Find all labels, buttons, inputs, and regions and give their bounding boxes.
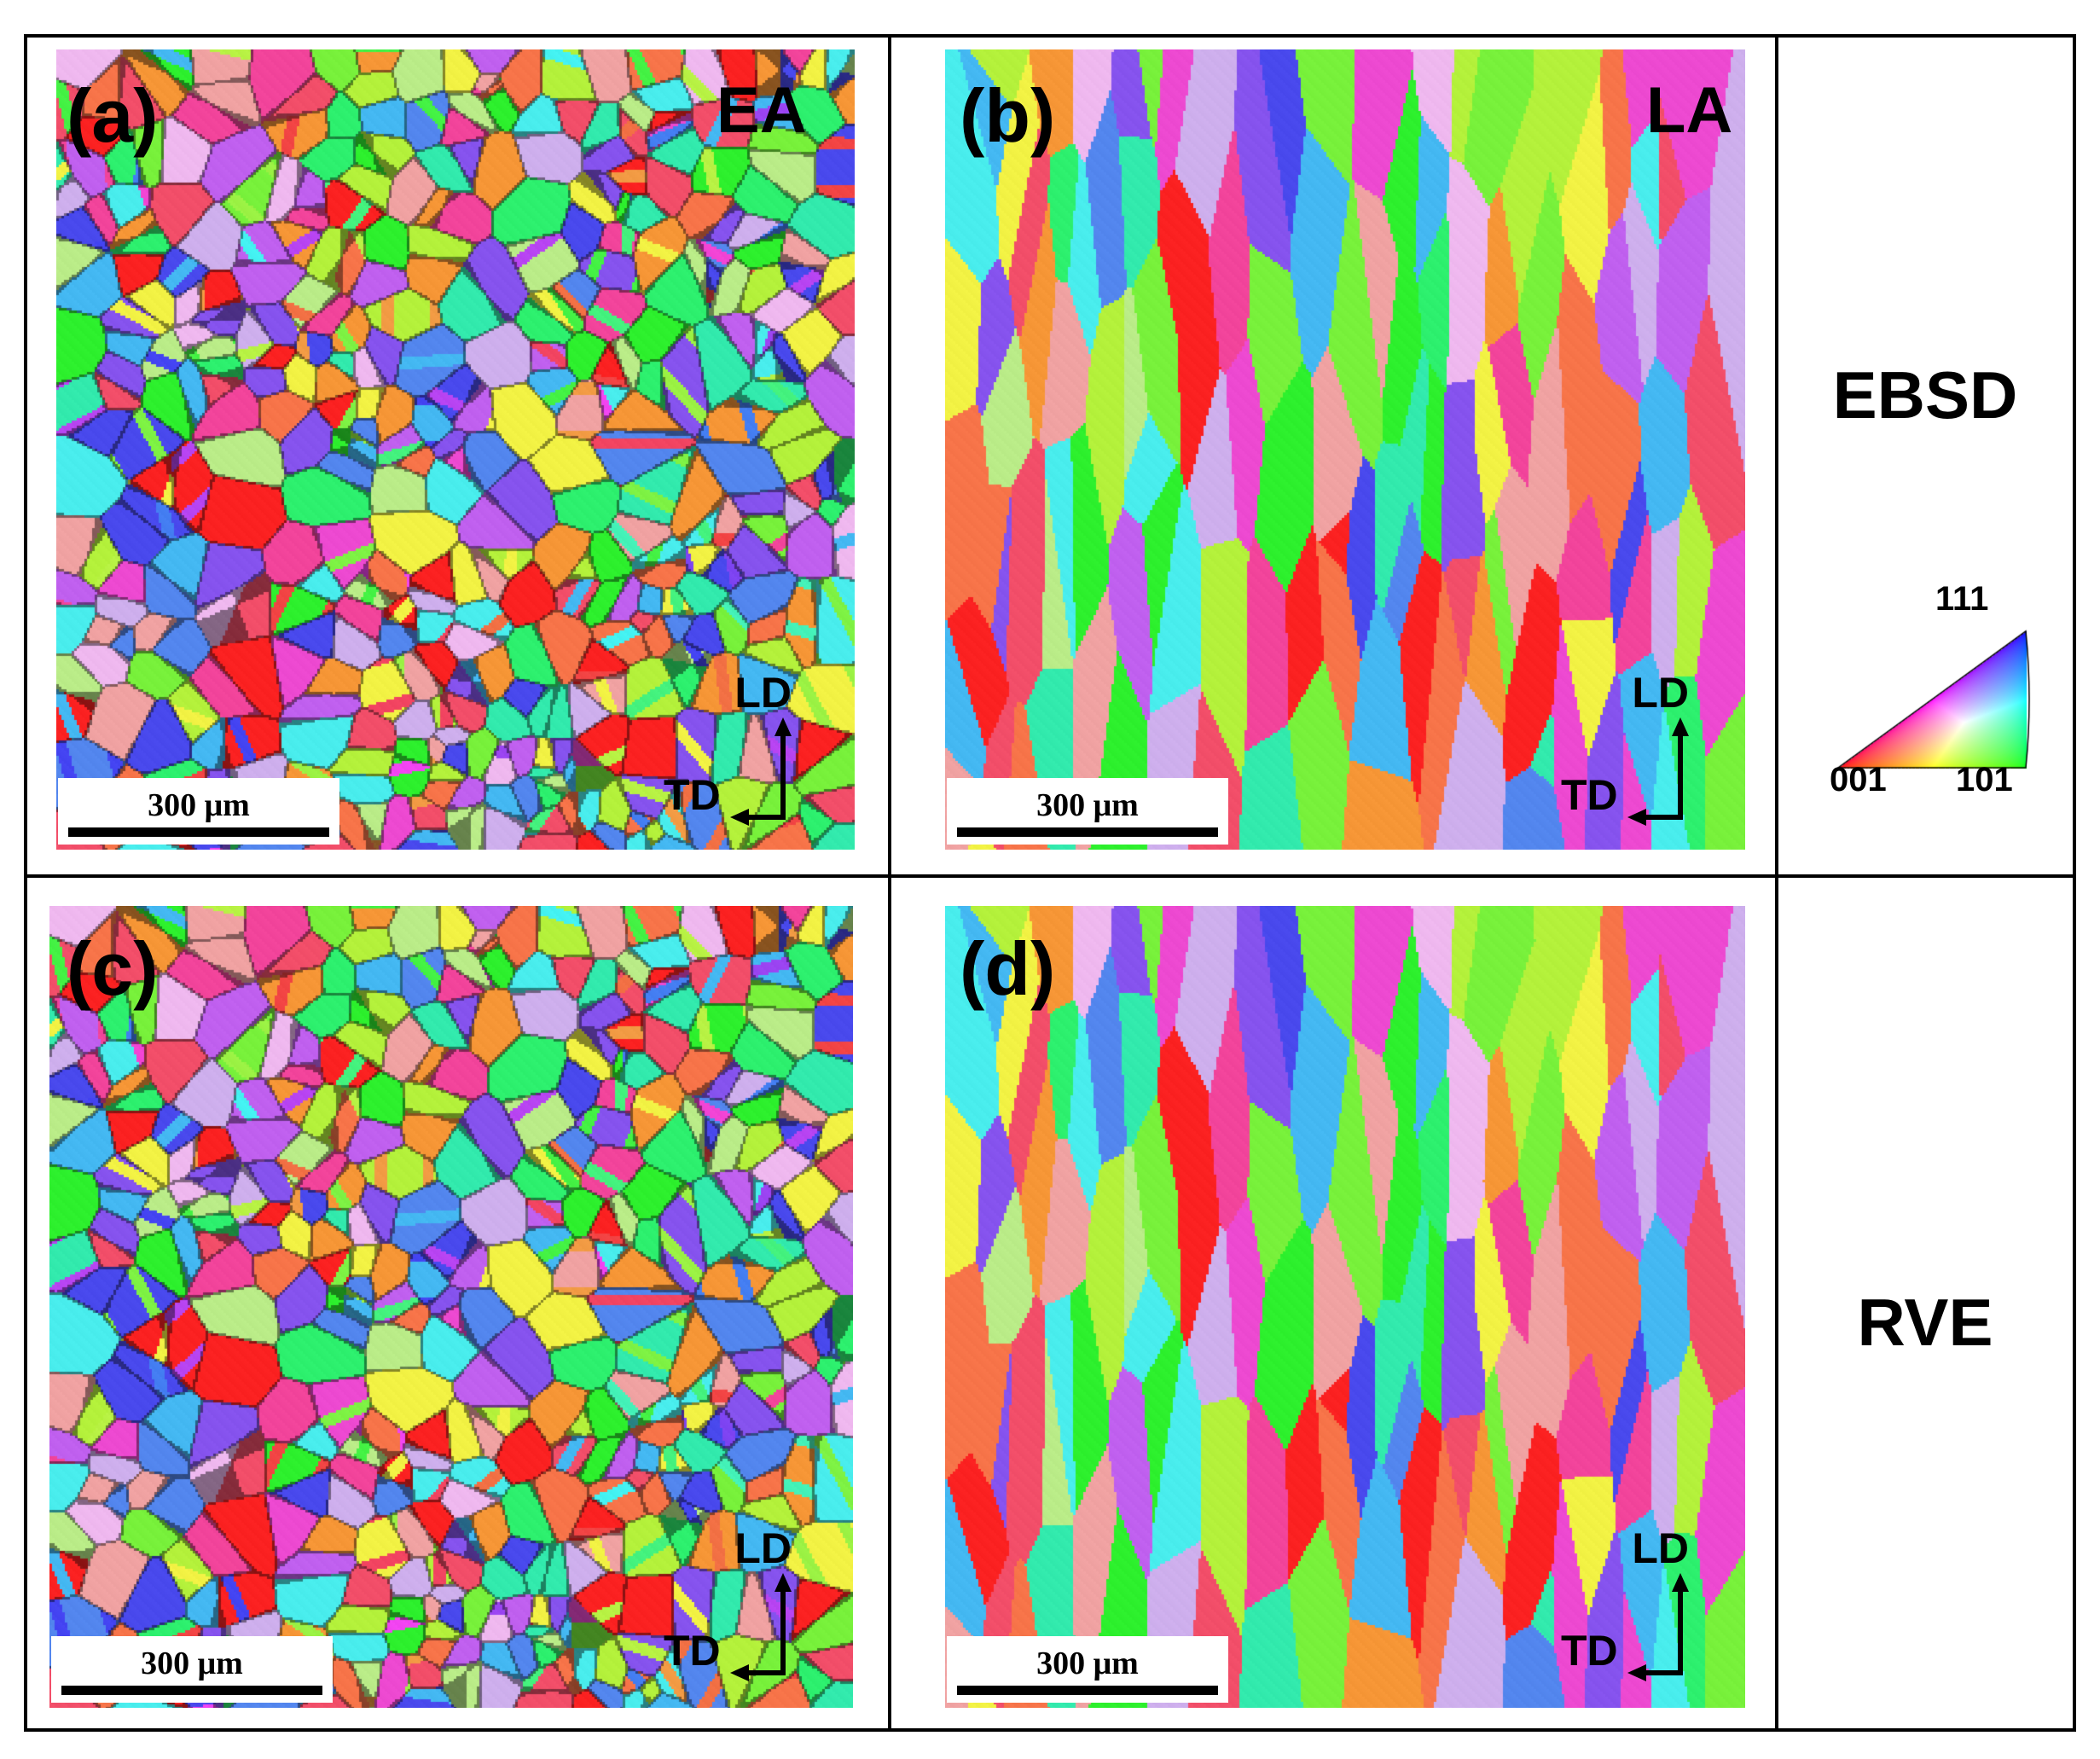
axis-label-ld: LD	[734, 669, 792, 717]
grid-divider-horizontal	[24, 874, 2076, 878]
grain-orientation-canvas	[49, 906, 853, 1708]
ipf-corner-111: 111	[1935, 580, 1989, 618]
scale-bar-line	[957, 1686, 1218, 1695]
sample-axes-d: LD TD	[1561, 1524, 1689, 1686]
sample-axes-b: LD TD	[1561, 668, 1689, 830]
axis-label-td: TD	[1561, 1627, 1618, 1675]
grain-orientation-canvas	[56, 49, 855, 850]
grid-divider-vertical-2	[1775, 34, 1778, 1732]
figure-frame	[24, 34, 2076, 1732]
rve-map-equiaxed	[49, 906, 853, 1708]
rve-map-columnar	[945, 906, 1745, 1708]
scale-bar-line	[61, 1686, 322, 1695]
condition-label-ea: EA	[716, 74, 807, 147]
sample-axes-a: LD TD	[664, 668, 792, 830]
grid-divider-vertical-1	[888, 34, 891, 1732]
condition-label-la: LA	[1646, 74, 1733, 147]
axes-arrows-icon	[1627, 1573, 1689, 1681]
axis-label-ld: LD	[1632, 669, 1689, 717]
axes-arrows-icon	[1627, 717, 1689, 826]
panel-label-c: (c)	[67, 926, 159, 1011]
panel-label-b: (b)	[960, 73, 1056, 158]
scale-bar-b: 300 μm	[947, 778, 1228, 845]
scale-bar-text: 300 μm	[141, 1646, 243, 1681]
axis-label-td: TD	[1561, 771, 1618, 819]
row-label-rve: RVE	[1857, 1285, 1993, 1360]
axis-label-td: TD	[664, 771, 721, 819]
ipf-corner-001: 001	[1830, 761, 1887, 798]
scale-bar-d: 300 μm	[947, 1636, 1228, 1703]
axis-label-ld: LD	[1632, 1524, 1689, 1572]
ipf-triangle-icon	[1830, 623, 2043, 776]
ebsd-map-equiaxed	[56, 49, 855, 850]
scale-bar-text: 300 μm	[1036, 787, 1139, 823]
panel-label-d: (d)	[960, 926, 1056, 1011]
axes-arrows-icon	[730, 717, 792, 826]
axis-label-ld: LD	[734, 1524, 792, 1572]
sample-axes-c: LD TD	[664, 1524, 792, 1686]
scale-bar-c: 300 μm	[51, 1636, 333, 1703]
axis-label-td: TD	[664, 1627, 721, 1675]
scale-bar-line	[957, 827, 1218, 837]
ipf-color-key: 111 001 101	[1830, 580, 2043, 802]
panel-label-a: (a)	[67, 73, 159, 158]
grain-orientation-canvas	[945, 906, 1745, 1708]
scale-bar-text: 300 μm	[1036, 1646, 1139, 1681]
ipf-corner-101: 101	[1956, 761, 2013, 798]
scale-bar-a: 300 μm	[58, 778, 339, 845]
axes-arrows-icon	[730, 1573, 792, 1681]
ebsd-map-columnar	[945, 49, 1745, 850]
scale-bar-text: 300 μm	[148, 787, 250, 823]
row-label-ebsd: EBSD	[1832, 357, 2018, 432]
scale-bar-line	[68, 827, 329, 837]
grain-orientation-canvas	[945, 49, 1745, 850]
